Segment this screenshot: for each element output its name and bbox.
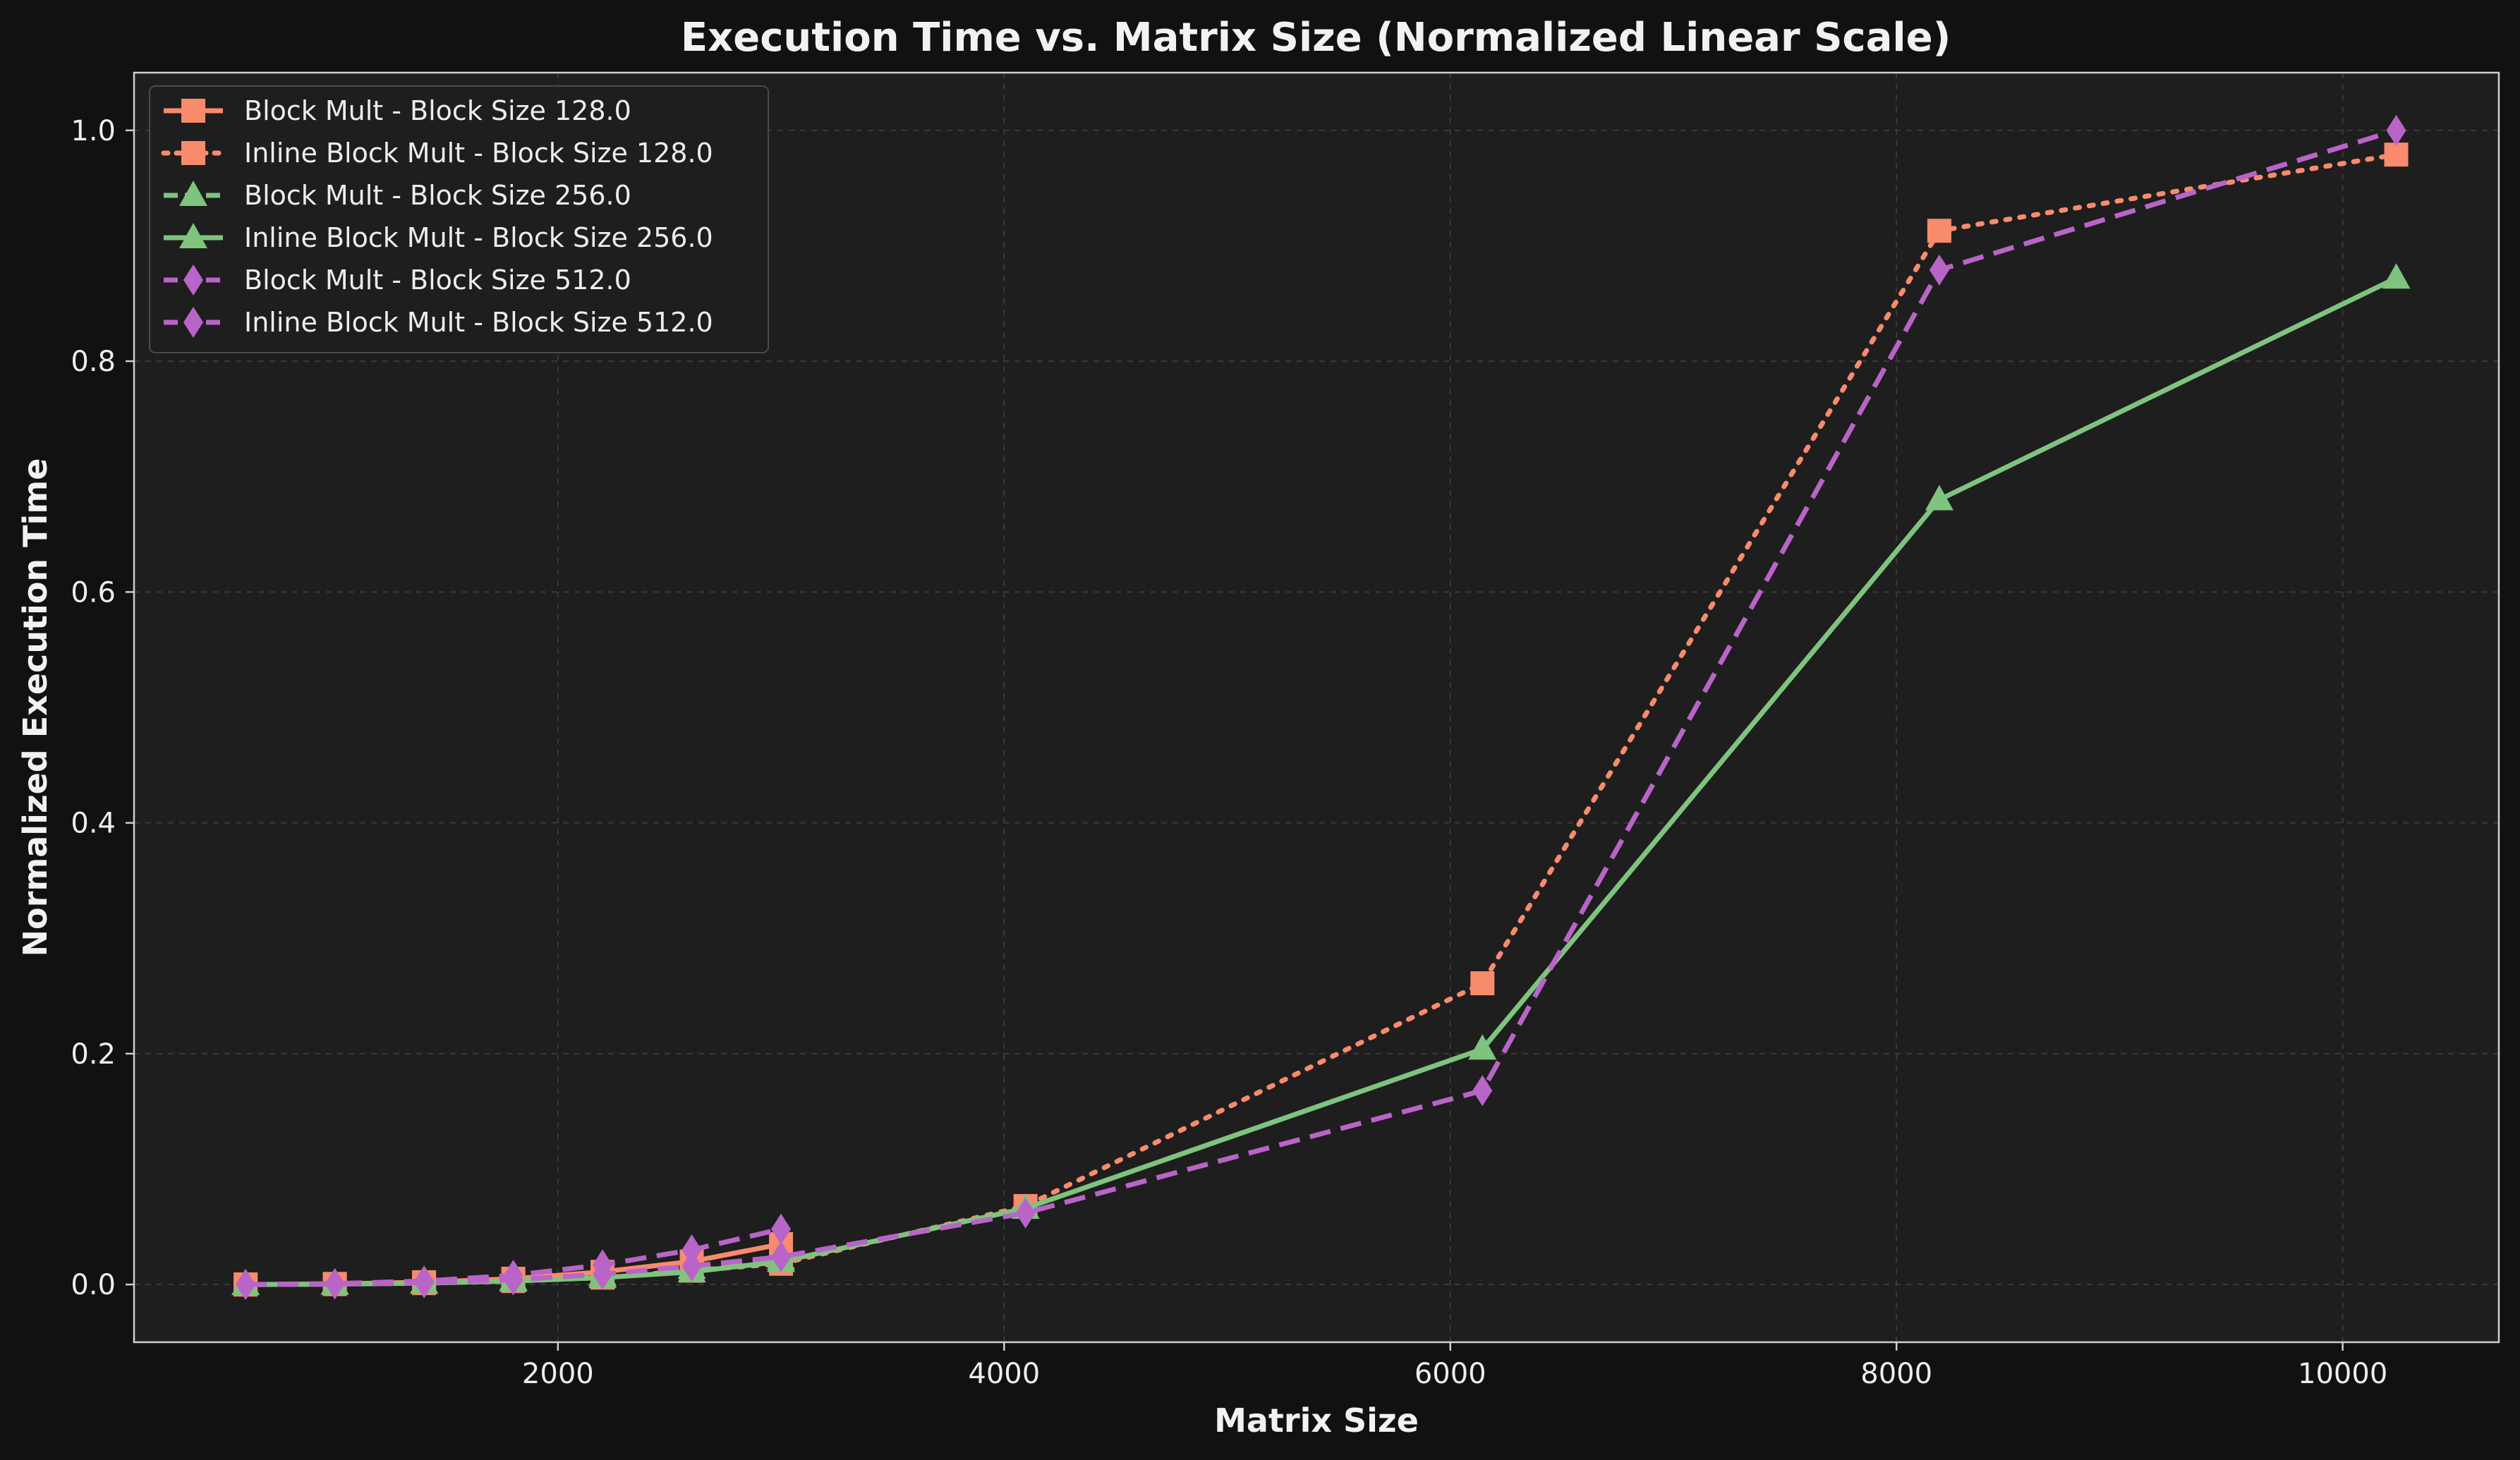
- data-point: [682, 1251, 702, 1282]
- legend-marker: [183, 264, 203, 296]
- legend-label: Block Mult - Block Size 256.0: [244, 180, 631, 211]
- legend-item: Inline Block Mult - Block Size 256.0: [164, 222, 713, 253]
- data-point: [1015, 1197, 1036, 1229]
- data-point: [325, 1268, 345, 1300]
- x-tick-label: 6000: [1415, 1358, 1486, 1390]
- legend-item: Block Mult - Block Size 128.0: [164, 95, 631, 126]
- series-6: [236, 114, 2406, 1301]
- data-point: [771, 1241, 792, 1272]
- plot-frame: [133, 71, 2500, 1344]
- legend-item: Inline Block Mult - Block Size 512.0: [164, 307, 713, 338]
- data-point: [1472, 1075, 1493, 1107]
- data-point: [1470, 971, 1495, 996]
- legend-marker: [179, 181, 207, 206]
- legend-item: Inline Block Mult - Block Size 128.0: [161, 138, 713, 169]
- legend-label: Inline Block Mult - Block Size 128.0: [244, 138, 713, 169]
- data-point: [414, 1267, 435, 1298]
- grid: [134, 73, 2499, 1342]
- data-point: [771, 1213, 792, 1245]
- y-tick-label: 0.6: [71, 576, 116, 609]
- x-axis-label: Matrix Size: [1214, 1401, 1419, 1440]
- data-point: [682, 1234, 702, 1266]
- legend-marker: [183, 307, 203, 338]
- data-point: [236, 1269, 256, 1301]
- legend-marker: [181, 99, 205, 123]
- legend-marker: [181, 141, 205, 165]
- y-tick-label: 0.8: [71, 346, 116, 378]
- data-point: [503, 1264, 523, 1296]
- x-tick-label: 2000: [522, 1358, 594, 1390]
- series-layer: [231, 114, 2411, 1301]
- y-tick-label: 1.0: [71, 115, 116, 147]
- data-point: [1927, 219, 1951, 243]
- data-point: [2384, 142, 2409, 167]
- chart-title: Execution Time vs. Matrix Size (Normaliz…: [681, 15, 1951, 61]
- data-point: [593, 1258, 613, 1290]
- x-tick-label: 10000: [2298, 1358, 2387, 1390]
- x-tick-label: 4000: [968, 1358, 1040, 1390]
- legend-label: Block Mult - Block Size 128.0: [244, 95, 631, 126]
- legend-item: Block Mult - Block Size 256.0: [164, 180, 631, 211]
- legend: Block Mult - Block Size 128.0 Inline Bloc…: [149, 85, 769, 353]
- data-point: [1929, 254, 1949, 286]
- y-axis-label: Normalized Execution Time: [16, 458, 54, 957]
- legend-item: Block Mult - Block Size 512.0: [164, 264, 631, 296]
- ticks: 2000 4000 6000 8000 10000 0.0 0.2 0.4 0.6 0.8 1.0: [71, 115, 2387, 1390]
- legend-box: [149, 85, 769, 353]
- x-tick-label: 8000: [1860, 1358, 1932, 1390]
- data-point: [2386, 114, 2406, 146]
- legend-label: Inline Block Mult - Block Size 512.0: [244, 307, 713, 338]
- y-tick-label: 0.4: [71, 808, 116, 840]
- legend-label: Block Mult - Block Size 512.0: [244, 264, 631, 296]
- data-point: [1925, 485, 1953, 511]
- y-tick-label: 0.0: [71, 1269, 116, 1301]
- data-point: [2382, 263, 2411, 289]
- data-point: [1468, 1034, 1497, 1060]
- y-tick-label: 0.2: [71, 1038, 116, 1071]
- legend-label: Inline Block Mult - Block Size 256.0: [244, 222, 713, 253]
- legend-marker: [179, 223, 207, 248]
